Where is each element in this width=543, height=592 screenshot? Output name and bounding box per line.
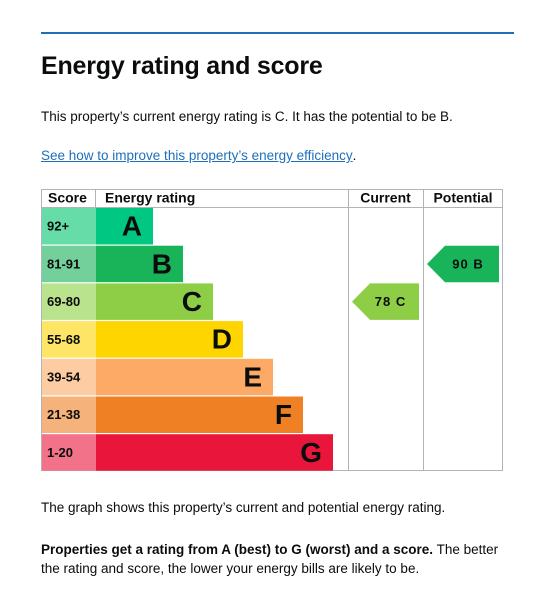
energy-rating-chart: Score Energy rating Current Potential 92+ A 8… bbox=[41, 189, 503, 471]
band-letter-g: G bbox=[300, 437, 322, 468]
band-bar-a bbox=[96, 208, 153, 245]
current-rating-label: 78 C bbox=[375, 294, 406, 309]
header-potential: Potential bbox=[433, 190, 492, 206]
band-bar-c bbox=[96, 283, 213, 320]
score-cell-b bbox=[42, 245, 96, 283]
potential-rating-arrow bbox=[427, 245, 499, 283]
potential-rating-label: 90 B bbox=[452, 256, 483, 271]
score-label-e: 39-54 bbox=[47, 369, 81, 384]
score-label-d: 55-68 bbox=[47, 332, 80, 347]
band-bar-b bbox=[96, 245, 183, 283]
rating-explanation: Properties get a rating from A (best) to… bbox=[41, 540, 511, 578]
graph-caption: The graph shows this property’s current … bbox=[41, 500, 446, 515]
band-bar-d bbox=[96, 321, 243, 358]
header-current: Current bbox=[360, 190, 411, 206]
header-score: Score bbox=[48, 190, 87, 206]
band-bar-f bbox=[96, 396, 303, 433]
improve-efficiency-link[interactable]: See how to improve this property’s energ… bbox=[41, 148, 356, 163]
improve-efficiency-link-text[interactable]: See how to improve this property’s energ… bbox=[41, 148, 353, 163]
band-letter-c: C bbox=[182, 286, 202, 317]
score-label-b: 81-91 bbox=[47, 256, 80, 271]
score-cell-f bbox=[42, 396, 96, 433]
score-label-a: 92+ bbox=[47, 219, 69, 234]
header-energy-rating: Energy rating bbox=[105, 190, 195, 206]
rating-bands: 92+ A 81-91 B 69-80 C 55-68 D 39-54 E 21-38 F 1-20 G bbox=[42, 208, 333, 471]
band-bar-g bbox=[96, 434, 333, 471]
rating-explanation-rest: The better the rating and score, the low… bbox=[41, 542, 499, 576]
band-letter-a: A bbox=[122, 211, 142, 242]
band-letter-e: E bbox=[243, 361, 262, 392]
score-cell-c bbox=[42, 283, 96, 320]
score-cell-a bbox=[42, 208, 96, 245]
band-letter-f: F bbox=[275, 399, 292, 430]
band-letter-d: D bbox=[212, 324, 232, 355]
score-cell-e bbox=[42, 358, 96, 396]
current-rating-arrow bbox=[352, 283, 419, 320]
band-bar-e bbox=[96, 358, 273, 396]
score-label-f: 21-38 bbox=[47, 407, 80, 422]
link-suffix: . bbox=[352, 148, 357, 163]
rating-markers: 78 C 90 B bbox=[352, 245, 499, 320]
score-cell-d bbox=[42, 321, 96, 358]
rating-explanation-bold: Properties get a rating from A (best) to… bbox=[41, 542, 434, 557]
top-rule bbox=[41, 32, 514, 34]
score-label-c: 69-80 bbox=[47, 294, 80, 309]
band-letter-b: B bbox=[152, 248, 172, 279]
score-cell-g bbox=[42, 434, 96, 471]
current-rating-text: This property’s current energy rating is… bbox=[41, 109, 453, 124]
score-label-g: 1-20 bbox=[47, 445, 73, 460]
page-title: Energy rating and score bbox=[41, 52, 323, 80]
